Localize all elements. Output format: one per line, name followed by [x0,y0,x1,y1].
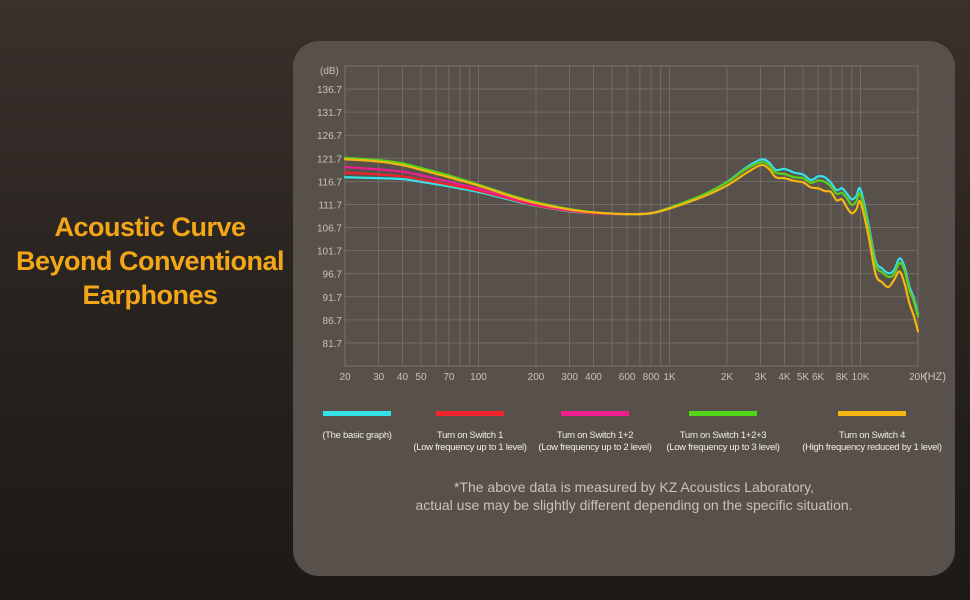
y-tick-label: 106.7 [317,224,342,235]
footnote-line-1: *The above data is measured by KZ Acoust… [453,479,815,495]
legend-item: (The basic graph) [267,411,447,442]
x-tick-label: 2K [721,372,734,383]
legend-sublabel: (Low frequency up to 3 level) [666,442,780,453]
x-tick-label: 100 [470,372,487,383]
series-line-5 [343,158,920,333]
y-tick-label: 121.7 [317,154,342,165]
headline: Acoustic Curve Beyond Conventional Earph… [0,210,300,312]
legend-swatch [323,411,391,416]
y-tick-label: 96.7 [323,270,343,281]
x-tick-label: 800 [643,372,660,383]
y-tick-label: 111.7 [318,200,342,211]
y-tick-label: 101.7 [317,247,342,258]
footnote-line-2: actual use may be slightly different dep… [415,497,853,513]
x-tick-label: 5K [797,372,810,383]
chart-grid [344,65,919,367]
legend-item: Turn on Switch 4 (High frequency reduced … [782,411,962,454]
x-tick-label: 4K [778,372,791,383]
x-tick-label: 40 [397,372,409,383]
y-tick-label: 91.7 [323,293,343,304]
x-tick-label: 8K [836,372,849,383]
plot-frame [344,65,919,367]
x-tick-label: 300 [561,372,578,383]
y-tick-label: 81.7 [323,339,343,350]
headline-line-3: Earphones [82,280,218,310]
chart-panel [293,41,955,576]
x-tick-label: 20K [909,372,927,383]
legend-swatch [561,411,629,416]
y-axis-ticks: 136.7 131.7 126.7 121.7 116.7 111.7 106.7 101.7… [317,85,342,350]
legend-sublabel: (High frequency reduced by 1 level) [802,442,942,453]
legend-label: Turn on Switch 4 [838,430,906,441]
legend-swatch [436,411,504,416]
footnote: *The above data is measured by KZ Acoust… [293,478,970,514]
x-tick-label: 400 [585,372,602,383]
y-tick-label: 86.7 [323,316,343,327]
legend-item: Turn on Switch 1+2 (Low frequency up to 2… [505,411,685,454]
legend-item: Turn on Switch 1+2+3 (Low frequency up to… [633,411,813,454]
x-tick-label: 30 [373,372,385,383]
y-tick-label: 116.7 [318,177,343,188]
y-tick-label: 131.7 [317,108,342,119]
x-tick-label: 10K [852,372,870,383]
headline-line-2: Beyond Conventional [15,246,285,276]
x-tick-label: 600 [619,372,636,383]
legend-label: Turn on Switch 1 [436,430,504,441]
x-axis-ticks: 20 30 40 50 70 100 200 300 400 600 800 1K 2K 3K 4K 5K 6K… [339,372,927,383]
legend-swatch [689,411,757,416]
y-tick-label: 126.7 [317,131,342,142]
x-axis-label: (HZ) [924,371,946,383]
x-tick-label: 50 [415,372,427,383]
chart-series [343,156,920,333]
legend-sublabel: (Low frequency up to 2 level) [538,442,652,453]
y-axis-label: (dB) [320,66,339,77]
x-tick-label: 20 [339,372,351,383]
legend-label: (The basic graph) [322,430,392,441]
legend-label: Turn on Switch 1+2+3 [679,430,767,441]
x-tick-label: 200 [528,372,545,383]
x-tick-label: 1K [663,372,676,383]
legend-sublabel: (Low frequency up to 1 level) [413,442,527,453]
legend-label: Turn on Switch 1+2 [556,430,634,441]
x-tick-label: 6K [812,372,825,383]
legend-swatch [838,411,906,416]
series-line-1 [343,158,920,315]
headline-line-1: Acoustic Curve [54,212,246,242]
x-tick-label: 3K [755,372,768,383]
legend-item: Turn on Switch 1 (Low frequency up to 1 l… [380,411,560,454]
y-tick-label: 136.7 [317,85,342,96]
x-tick-label: 70 [443,372,455,383]
